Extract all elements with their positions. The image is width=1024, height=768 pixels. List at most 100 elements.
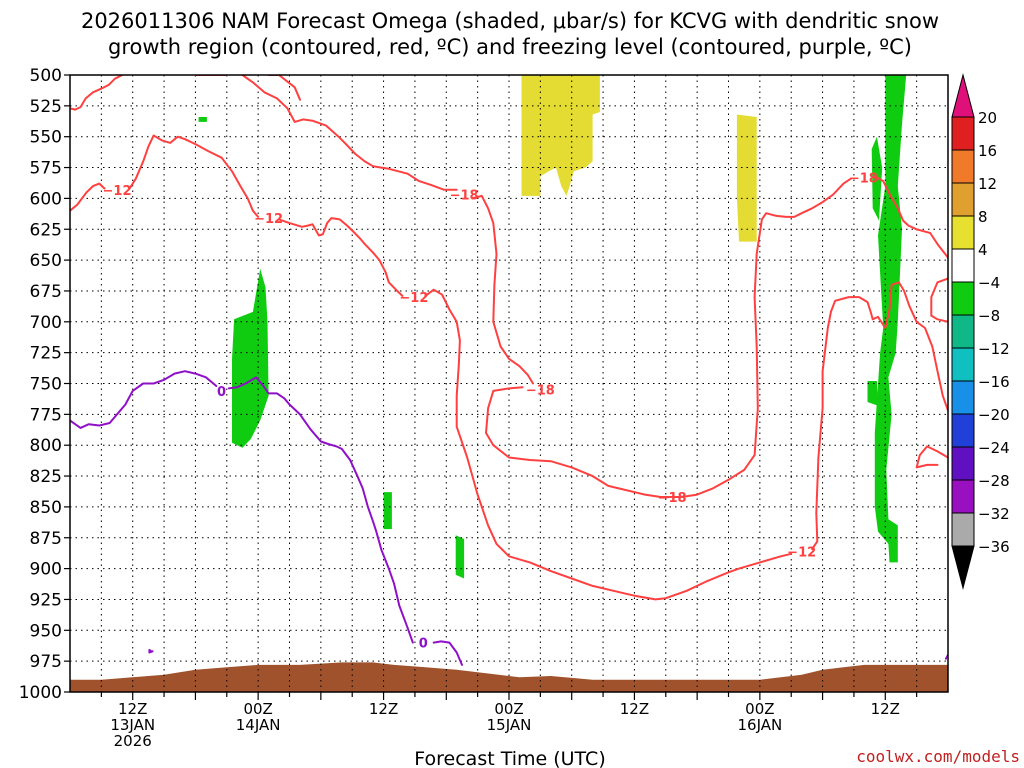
colorbar-label-10: −24: [978, 439, 1010, 457]
colorbar-swatch-7: [951, 347, 975, 382]
y-tick-label-825: 825: [30, 467, 62, 487]
x-tick-label-2-0: 12Z: [369, 700, 398, 718]
x-tick-label-1-1: 14JAN: [236, 716, 281, 734]
x-tick-label-6-0: 12Z: [871, 700, 900, 718]
x-tick-label-0-0: 12Z: [118, 700, 147, 718]
x-tick-label-5-1: 16JAN: [737, 716, 782, 734]
y-tick-label-850: 850: [30, 498, 62, 518]
colorbar-swatch-4: [951, 248, 975, 283]
x-tick-label-3-0: 00Z: [494, 700, 523, 718]
contour-minus12-7: [811, 281, 948, 550]
y-tick-label-725: 725: [30, 344, 62, 364]
contour-label-7: −18: [849, 171, 878, 186]
contour-label-3: −12: [787, 545, 816, 560]
colorbar-label-9: −20: [978, 406, 1010, 424]
contour-minus18-2: [485, 177, 852, 498]
contour-minus12-2: [241, 75, 458, 191]
colorbar-swatch-6: [951, 314, 975, 349]
colorbar-label-0: 20: [978, 109, 997, 127]
y-tick-label-950: 950: [30, 621, 62, 641]
shade--4-to-8-0: [521, 75, 600, 196]
colorbar-label-2: 12: [978, 175, 997, 193]
colorbar-swatch-2: [951, 182, 975, 217]
contour-minus12-4: [128, 134, 260, 218]
colorbar-label-3: 8: [978, 208, 988, 226]
chart-title-line-2: growth region (contoured, red, ºC) and f…: [108, 35, 912, 59]
x-tick-label-5-0: 00Z: [745, 700, 774, 718]
colorbar-label-12: −32: [978, 505, 1010, 523]
contour-minus12-8: [930, 277, 948, 323]
credit-text: coolwx.com/models: [856, 747, 1020, 766]
contour-0-1: [227, 376, 414, 644]
contour-minus18-1: [471, 194, 534, 385]
shade--4-to-8-4: [874, 75, 907, 563]
y-tick-label-675: 675: [30, 282, 62, 302]
contour-0-2: [432, 640, 463, 666]
y-axis: 500 525 550 575 600 625 650 675 700 725 750 775 800 8…: [19, 66, 70, 703]
contour-minus12-6: [424, 288, 793, 601]
y-tick-label-500: 500: [30, 66, 62, 86]
y-tick-label-575: 575: [30, 159, 62, 179]
contour-minus12-5: [278, 217, 404, 297]
x-axis-label: Forecast Time (UTC): [414, 748, 605, 768]
shade--4-to-8-0: [232, 268, 269, 448]
x-tick-label-3-1: 15JAN: [487, 716, 532, 734]
y-tick-label-975: 975: [30, 652, 62, 672]
shade-ground-0: [70, 662, 948, 692]
shade--4-to-8-6: [198, 117, 207, 122]
shade--4-to-8-1: [383, 492, 392, 530]
colorbar-swatch-12: [951, 512, 975, 547]
colorbar-swatch-10: [951, 446, 975, 481]
contour-label-6: −18: [658, 491, 687, 506]
colorbar-swatch-0: [951, 116, 975, 151]
colorbar-label-7: −12: [978, 340, 1010, 358]
y-tick-label-525: 525: [30, 97, 62, 117]
grid-lines: [70, 75, 948, 692]
x-tick-label-4-0: 12Z: [620, 700, 649, 718]
x-tick-label-0-1: 13JAN: [110, 716, 155, 734]
contour-label-1: −12: [254, 212, 283, 227]
y-tick-label-1000: 1000: [19, 683, 62, 703]
contour-label-8: 0: [217, 385, 226, 400]
temperature-contours: [70, 75, 948, 666]
y-tick-label-775: 775: [30, 405, 62, 425]
colorbar-label-8: −16: [978, 373, 1010, 391]
y-tick-label-625: 625: [30, 220, 62, 240]
colorbar-label-13: −36: [978, 538, 1010, 556]
contour-minus12-9: [915, 445, 948, 469]
y-tick-label-650: 650: [30, 251, 62, 271]
contour-minus18-0: [267, 75, 301, 101]
x-tick-label-1-0: 00Z: [243, 700, 272, 718]
contour-minus12-3: [70, 182, 106, 212]
y-tick-label-800: 800: [30, 436, 62, 456]
shade--4-to-8-1: [736, 114, 757, 242]
colorbar-swatch-11: [951, 479, 975, 514]
x-tick-label-0-2: 2026: [114, 732, 152, 750]
colorbar-label-1: 16: [978, 142, 997, 160]
colorbar-swatch-3: [951, 215, 975, 250]
contour-minus12-0: [70, 75, 124, 111]
colorbar-label-11: −28: [978, 472, 1010, 490]
y-tick-label-700: 700: [30, 313, 62, 333]
colorbar-label-6: −8: [978, 307, 1000, 325]
colorbar-swatch-9: [951, 413, 975, 448]
shade--4-to-8-5: [867, 381, 878, 406]
y-tick-label-750: 750: [30, 375, 62, 395]
chart-title-line-1: 2026011306 NAM Forecast Omega (shaded, μ…: [81, 9, 939, 33]
contour-label-5: −18: [526, 384, 555, 399]
y-tick-label-900: 900: [30, 560, 62, 580]
contour-minus18-3: [873, 175, 948, 259]
colorbar-swatch-8: [951, 380, 975, 415]
y-tick-label-875: 875: [30, 529, 62, 549]
colorbar-label-5: −4: [978, 274, 1000, 292]
contour-label-2: −12: [399, 291, 428, 306]
colorbar: 20 16 12 8 4 −4 −8 −12 −16 −20 −24 −28 −32 −36: [951, 73, 1010, 590]
y-tick-label-600: 600: [30, 189, 62, 209]
contour-label-0: −12: [103, 184, 132, 199]
colorbar-swatch-1: [951, 149, 975, 184]
contour-label-9: 0: [419, 637, 428, 652]
shade--4-to-8-2: [455, 535, 465, 579]
contour-label-4: −18: [450, 189, 479, 204]
